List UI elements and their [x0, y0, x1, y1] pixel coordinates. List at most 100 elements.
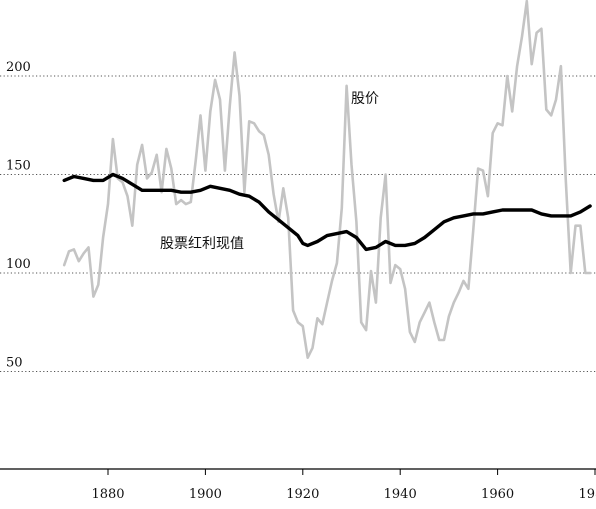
annotation-dividend-present-value: 股票红利现值 — [160, 236, 244, 252]
stock-price-point — [419, 322, 421, 324]
stock-price-point — [346, 85, 348, 87]
stock-price-point — [253, 123, 255, 125]
stock-price-point — [283, 188, 285, 190]
x-tick-label: 1900 — [189, 487, 222, 502]
dividend-present-value-point — [278, 219, 280, 221]
dividend-present-value-point — [287, 227, 289, 229]
stock-price-point — [565, 180, 567, 182]
stock-price-point — [297, 322, 299, 324]
stock-price-point — [78, 260, 80, 262]
stock-price-point — [83, 253, 85, 255]
stock-price-point — [68, 251, 70, 253]
dividend-present-value-point — [151, 190, 153, 192]
dividend-present-value-point — [63, 180, 65, 182]
stock-price-point — [580, 225, 582, 227]
stock-price-point — [404, 288, 406, 290]
stock-price-point — [536, 32, 538, 34]
dividend-present-value-point — [258, 201, 260, 203]
stock-price-point — [550, 115, 552, 117]
dividend-present-value-point — [434, 229, 436, 231]
stock-price-point — [93, 296, 95, 298]
stock-price-point — [507, 75, 509, 77]
dividend-present-value-point — [395, 245, 397, 247]
dividend-present-value-point — [511, 209, 513, 211]
stock-price-point — [341, 207, 343, 209]
dividend-present-value-point — [229, 190, 231, 192]
dividend-present-value-point — [210, 186, 212, 188]
dividend-present-value-point — [492, 211, 494, 213]
dividend-present-value-point — [424, 237, 426, 239]
stock-price-point — [555, 99, 557, 101]
stock-price-point — [151, 172, 153, 174]
stock-price-point — [409, 331, 411, 333]
stock-price-point — [331, 280, 333, 282]
annotation-stock-price: 股价 — [351, 91, 379, 107]
dividend-present-value-line — [62, 172, 592, 252]
dividend-present-value-point — [550, 215, 552, 217]
stock-price-point — [234, 52, 236, 54]
stock-price-point — [132, 225, 134, 227]
stock-price-point — [468, 288, 470, 290]
stock-price-point — [127, 195, 129, 197]
stock-price-point — [195, 160, 197, 162]
stock-price-point — [302, 325, 304, 327]
stock-price-point — [312, 347, 314, 349]
stock-price-point — [424, 312, 426, 314]
stock-price-point — [224, 170, 226, 172]
stock-price-point — [317, 318, 319, 320]
dividend-present-value-point — [453, 217, 455, 219]
stock-price-point — [102, 237, 104, 239]
dividend-present-value-point — [570, 215, 572, 217]
dividend-present-value-point — [112, 174, 114, 176]
stock-price-point — [273, 193, 275, 195]
dividend-present-value-point — [326, 235, 328, 237]
dividend-present-value-point — [307, 245, 309, 247]
stock-price-point — [458, 292, 460, 294]
stock-price-point — [463, 280, 465, 282]
x-tick-label: 1980 — [578, 487, 596, 502]
stock-price-point — [385, 174, 387, 176]
stock-price-point — [190, 201, 192, 203]
stock-price-point — [107, 203, 109, 205]
stock-price-point — [448, 316, 450, 318]
stock-price-point — [560, 65, 562, 67]
stock-price-point — [473, 229, 475, 231]
x-axis-ticks: 1880 1900 1920 1940 1960 1980 — [91, 469, 596, 502]
dividend-present-value-point — [239, 193, 241, 195]
stock-price-point — [521, 36, 523, 38]
dividend-present-value-point — [463, 215, 465, 217]
stock-price-point — [351, 164, 353, 166]
stock-price-point — [502, 125, 504, 127]
stock-price-point — [322, 323, 324, 325]
dividend-present-value-point — [141, 190, 143, 192]
stock-price-point — [166, 148, 168, 150]
dividend-present-value-point — [302, 243, 304, 245]
stock-price-point — [589, 272, 591, 274]
stock-price-point — [122, 182, 124, 184]
dividend-present-value-point — [414, 243, 416, 245]
stock-price-point — [375, 302, 377, 304]
y-tick-label: 150 — [6, 159, 31, 174]
stock-price-point — [239, 95, 241, 97]
stock-price-point — [326, 302, 328, 304]
stock-price-point — [585, 272, 587, 274]
stock-price-point — [370, 270, 372, 272]
dividend-present-value-point — [180, 191, 182, 193]
annotations: 股价 股票红利现值 — [160, 91, 379, 252]
dividend-present-value-point — [365, 249, 367, 251]
dividend-present-value-point — [385, 241, 387, 243]
dividend-present-value-point — [200, 190, 202, 192]
x-tick-label: 1940 — [384, 487, 417, 502]
stock-price-point — [546, 109, 548, 111]
stock-price-point — [516, 65, 518, 67]
stock-price-point — [248, 121, 250, 123]
dividend-present-value-point — [560, 215, 562, 217]
stock-price-point — [399, 268, 401, 270]
stock-price-point — [136, 164, 138, 166]
dividend-present-value-point — [356, 237, 358, 239]
dividend-present-value-point — [268, 211, 270, 213]
stock-price-point — [526, 0, 528, 2]
stock-price-point — [63, 264, 65, 266]
stock-price-point — [287, 217, 289, 219]
